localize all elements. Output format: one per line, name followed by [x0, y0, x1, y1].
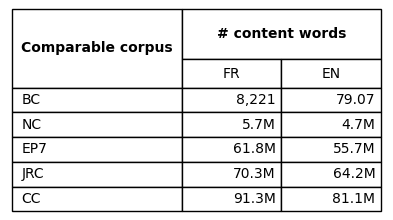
Bar [281, 137, 381, 162]
Text: # content words: # content words [217, 27, 346, 41]
Text: CC: CC [22, 192, 41, 206]
Bar [12, 9, 182, 88]
Text: EP7: EP7 [22, 143, 48, 156]
Text: Comparable corpus: Comparable corpus [21, 41, 173, 55]
Text: FR: FR [223, 67, 241, 81]
Bar [182, 187, 281, 211]
Text: 79.07: 79.07 [336, 93, 375, 107]
Bar [182, 88, 281, 112]
Bar [12, 162, 182, 187]
Text: EN: EN [322, 67, 341, 81]
Text: JRC: JRC [22, 167, 44, 181]
Text: 70.3M: 70.3M [233, 167, 275, 181]
Text: NC: NC [22, 118, 42, 132]
Bar [281, 59, 381, 88]
Bar [281, 162, 381, 187]
Bar [281, 88, 381, 112]
Text: 55.7M: 55.7M [333, 143, 375, 156]
Bar [182, 9, 381, 59]
Bar [182, 59, 281, 88]
Bar [182, 137, 281, 162]
Bar [12, 187, 182, 211]
Text: BC: BC [22, 93, 41, 107]
Text: 64.2M: 64.2M [332, 167, 375, 181]
Text: 91.3M: 91.3M [233, 192, 275, 206]
Text: 81.1M: 81.1M [332, 192, 375, 206]
Bar [182, 162, 281, 187]
Bar [12, 112, 182, 137]
Text: 61.8M: 61.8M [233, 143, 275, 156]
Bar [182, 112, 281, 137]
Bar [281, 187, 381, 211]
Text: 4.7M: 4.7M [342, 118, 375, 132]
Text: 5.7M: 5.7M [242, 118, 275, 132]
Bar [12, 137, 182, 162]
Bar [281, 112, 381, 137]
Text: 8,221: 8,221 [236, 93, 275, 107]
Bar [12, 88, 182, 112]
